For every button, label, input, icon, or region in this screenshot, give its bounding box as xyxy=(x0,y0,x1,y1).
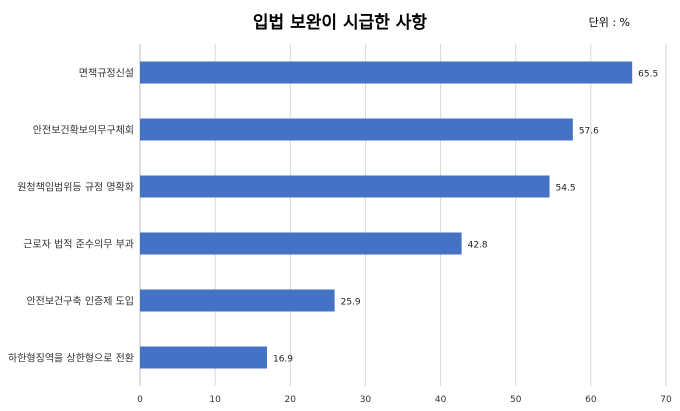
x-tick-label: 40 xyxy=(435,395,447,405)
category-label: 면책규정신설 xyxy=(79,68,134,80)
category-label: 안전보건구축 인증제 도입 xyxy=(26,295,134,308)
value-label: 16.9 xyxy=(273,355,293,365)
bar-3 xyxy=(140,175,550,198)
value-label: 57.6 xyxy=(579,127,599,137)
x-tick-label: 50 xyxy=(510,395,522,405)
labels: 0 10 20 30 40 50 60 70 면책규정신설 65.5 안전보건확보의무구체회 57.6… xyxy=(8,68,672,406)
category-label: 근로자 법적 준수의무 부과 xyxy=(23,239,134,251)
x-tick-label: 60 xyxy=(585,395,597,405)
bar-1 xyxy=(140,61,633,84)
value-label: 42.8 xyxy=(468,241,488,251)
x-tick-label: 10 xyxy=(209,395,221,405)
category-label: 하한형징역을 상한형으로 전환 xyxy=(8,352,134,365)
grid-lines xyxy=(139,44,667,386)
bars xyxy=(140,61,633,369)
x-tick-label: 70 xyxy=(660,395,672,405)
unit-label: 단위 : % xyxy=(588,16,630,29)
category-label: 안전보건확보의무구체회 xyxy=(33,125,134,137)
bar-6 xyxy=(140,346,267,369)
value-label: 25.9 xyxy=(341,298,361,308)
value-label: 65.5 xyxy=(638,70,658,80)
x-tick-label: 30 xyxy=(360,395,372,405)
bar-5 xyxy=(140,289,335,312)
x-tick-label: 20 xyxy=(285,395,297,405)
bar-2 xyxy=(140,118,573,141)
bar-4 xyxy=(140,232,462,255)
x-tick-label: 0 xyxy=(137,395,143,405)
category-label: 원청책임범위등 규정 명확화 xyxy=(17,181,134,194)
value-label: 54.5 xyxy=(556,184,576,194)
chart-title: 입법 보완이 시급한 사항 xyxy=(252,13,428,33)
